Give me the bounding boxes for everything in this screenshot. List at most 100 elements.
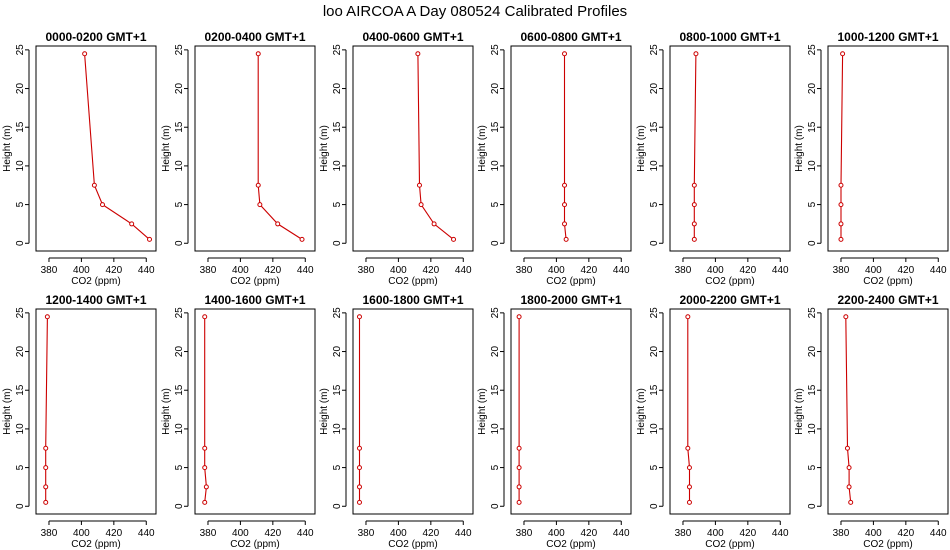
x-tick-label: 420 — [739, 265, 756, 276]
x-tick-label: 400 — [548, 265, 565, 276]
x-tick-label: 380 — [358, 528, 375, 539]
x-tick-label: 380 — [833, 265, 850, 276]
y-tick-label: 20 — [649, 83, 660, 95]
x-axis-label: CO2 (ppm) — [388, 276, 437, 287]
y-tick-label: 15 — [649, 121, 660, 133]
panel-title: 0400-0600 GMT+1 — [362, 30, 463, 44]
profile-line — [45, 316, 48, 503]
x-tick-label: 420 — [897, 528, 914, 539]
data-point — [693, 51, 699, 57]
data-point — [685, 314, 691, 320]
y-tick-label: 5 — [807, 201, 818, 207]
data-point — [562, 182, 568, 188]
x-tick-label: 380 — [833, 528, 850, 539]
y-tick-label: 25 — [490, 307, 501, 319]
y-tick-label: 20 — [807, 83, 818, 95]
y-tick-label: 20 — [332, 346, 343, 358]
y-tick-label: 25 — [174, 44, 185, 56]
y-tick-label: 10 — [649, 160, 660, 172]
x-tick-label: 420 — [264, 265, 281, 276]
y-tick-label: 15 — [807, 121, 818, 133]
y-axis-label: Height (m) — [794, 388, 805, 435]
y-tick-label: 25 — [649, 44, 660, 56]
x-tick-label: 420 — [422, 265, 439, 276]
profile-line — [417, 53, 454, 240]
x-tick-label: 440 — [772, 528, 789, 539]
profile-line — [563, 53, 567, 240]
panel-title: 2200-2400 GMT+1 — [837, 293, 938, 307]
data-point — [838, 236, 844, 242]
x-tick-label: 440 — [772, 265, 789, 276]
x-axis-label: CO2 (ppm) — [863, 276, 912, 287]
x-tick-label: 380 — [41, 265, 58, 276]
data-point — [356, 499, 362, 505]
x-tick-label: 380 — [675, 265, 692, 276]
y-tick-label: 5 — [490, 201, 501, 207]
y-tick-label: 10 — [174, 160, 185, 172]
data-point — [691, 202, 697, 208]
data-point — [356, 465, 362, 471]
x-tick-label: 400 — [548, 528, 565, 539]
x-axis-label: CO2 (ppm) — [546, 276, 595, 287]
plot-frame — [827, 45, 949, 252]
x-tick-label: 400 — [73, 528, 90, 539]
y-tick-label: 20 — [15, 83, 26, 95]
x-tick-label: 380 — [675, 528, 692, 539]
y-axis-label: Height (m) — [636, 388, 647, 435]
x-tick-label: 420 — [264, 528, 281, 539]
x-tick-label: 420 — [580, 528, 597, 539]
y-tick-label: 10 — [807, 160, 818, 172]
data-point — [416, 182, 422, 188]
data-point — [431, 221, 437, 227]
plot-frame — [194, 308, 316, 515]
y-tick-label: 15 — [649, 384, 660, 396]
data-point — [255, 51, 261, 57]
x-axis-label: CO2 (ppm) — [705, 276, 754, 287]
data-point — [43, 465, 49, 471]
data-point — [356, 314, 362, 320]
x-tick-label: 440 — [613, 265, 630, 276]
y-tick-label: 0 — [15, 503, 26, 509]
data-point — [255, 182, 261, 188]
y-tick-label: 25 — [174, 307, 185, 319]
x-tick-label: 380 — [41, 528, 58, 539]
profile-line — [257, 53, 303, 240]
y-tick-label: 15 — [15, 121, 26, 133]
y-tick-label: 10 — [15, 160, 26, 172]
profile-line — [693, 53, 697, 240]
x-tick-label: 400 — [707, 265, 724, 276]
data-point — [686, 484, 692, 490]
x-tick-label: 400 — [390, 265, 407, 276]
x-axis-label: CO2 (ppm) — [705, 539, 754, 550]
x-tick-label: 400 — [707, 528, 724, 539]
x-tick-label: 420 — [422, 528, 439, 539]
panel-title: 1200-1400 GMT+1 — [45, 293, 146, 307]
x-tick-label: 400 — [232, 265, 249, 276]
data-point — [91, 182, 97, 188]
plot-frame — [35, 45, 157, 252]
y-tick-label: 0 — [807, 240, 818, 246]
x-tick-label: 380 — [200, 528, 217, 539]
data-point — [516, 314, 522, 320]
chart-panel: 1600-1800 GMT+1 380 400 420 440 CO2 (ppm) 0 5 10… — [319, 293, 474, 550]
data-point — [43, 484, 49, 490]
data-point — [99, 202, 105, 208]
y-tick-label: 25 — [15, 307, 26, 319]
data-point — [44, 314, 50, 320]
x-tick-label: 380 — [200, 265, 217, 276]
chart-panel: 1200-1400 GMT+1 380 400 420 440 CO2 (ppm) 0 5 10… — [2, 293, 157, 550]
y-axis-label: Height (m) — [794, 125, 805, 172]
data-point — [82, 51, 88, 57]
y-tick-label: 5 — [332, 201, 343, 207]
data-point — [43, 499, 49, 505]
chart-panel: 0800-1000 GMT+1 380 400 420 440 CO2 (ppm) 0 5 10… — [636, 30, 791, 287]
plot-frame — [510, 45, 632, 252]
y-tick-label: 5 — [649, 464, 660, 470]
panel-title: 2000-2200 GMT+1 — [679, 293, 780, 307]
y-tick-label: 20 — [15, 346, 26, 358]
data-point — [686, 499, 692, 505]
x-tick-label: 420 — [105, 265, 122, 276]
data-point — [844, 445, 850, 451]
data-point — [562, 202, 568, 208]
x-axis-label: CO2 (ppm) — [230, 539, 279, 550]
